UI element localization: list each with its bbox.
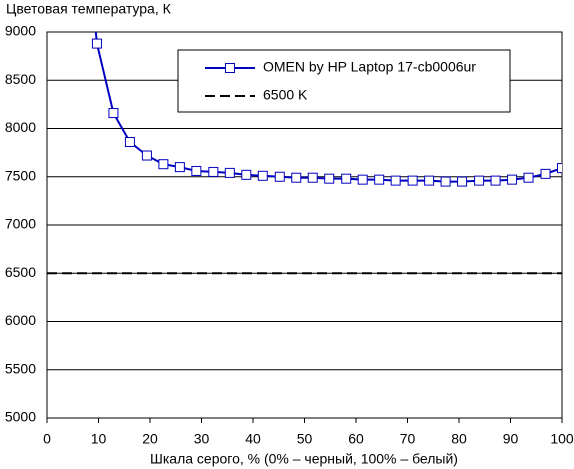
y-tick-label: 9000: [5, 23, 36, 39]
marker: [357, 174, 368, 185]
y-tick-label: 6500: [5, 264, 36, 280]
marker: [124, 137, 135, 148]
marker: [158, 159, 169, 170]
legend-label: 6500 K: [263, 87, 308, 103]
plot-area: [47, 32, 562, 275]
y-tick-label: 6000: [5, 312, 36, 328]
x-tick-label: 20: [142, 431, 158, 447]
legend-box: [177, 49, 511, 113]
y-tick-label: 7500: [5, 167, 36, 183]
x-tick-label: 10: [91, 431, 107, 447]
marker: [174, 162, 185, 173]
plot-border: [46, 31, 563, 419]
marker: [291, 172, 302, 183]
marker: [540, 168, 551, 179]
x-tick-label: 90: [503, 431, 519, 447]
marker: [307, 172, 318, 183]
x-axis-label: Шкала серого, % (0% – черный, 100% – бел…: [150, 451, 458, 467]
x-tick-label: 30: [194, 431, 210, 447]
x-tick-label: 50: [297, 431, 313, 447]
y-tick-label: 8500: [5, 71, 36, 87]
marker: [91, 38, 102, 49]
marker: [507, 174, 518, 185]
marker: [257, 170, 268, 181]
marker: [407, 175, 418, 186]
marker: [390, 175, 401, 186]
marker: [424, 175, 435, 186]
y-axis-label: Цветовая температура, К: [6, 1, 172, 17]
x-tick-label: 80: [451, 431, 467, 447]
marker: [241, 169, 252, 180]
marker: [274, 171, 285, 182]
x-tick-label: 0: [43, 431, 51, 447]
legend-marker: [225, 63, 235, 73]
marker: [474, 175, 485, 186]
x-tick-label: 40: [245, 431, 261, 447]
marker: [457, 176, 468, 187]
x-tick-label: 70: [400, 431, 416, 447]
y-tick-label: 5000: [5, 409, 36, 425]
x-tick-label: 100: [550, 431, 574, 447]
marker: [108, 108, 119, 119]
marker: [141, 150, 152, 161]
marker: [557, 163, 562, 174]
marker: [374, 174, 385, 185]
y-tick-label: 8000: [5, 119, 36, 135]
marker: [224, 167, 235, 178]
legend-label: OMEN by HP Laptop 17-cb0006ur: [263, 59, 476, 75]
marker: [523, 172, 534, 183]
marker: [324, 173, 335, 184]
marker: [208, 166, 219, 177]
marker: [191, 165, 202, 176]
marker: [341, 173, 352, 184]
marker: [440, 176, 451, 187]
marker: [490, 175, 501, 186]
x-tick-label: 60: [348, 431, 364, 447]
y-tick-label: 7000: [5, 216, 36, 232]
y-tick-label: 5500: [5, 360, 36, 376]
